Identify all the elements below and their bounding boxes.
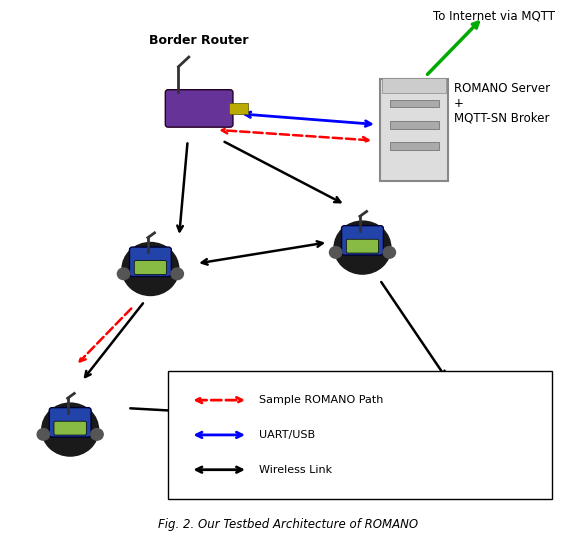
Text: ROMANO Server
+
MQTT-SN Broker: ROMANO Server + MQTT-SN Broker	[454, 82, 550, 125]
FancyBboxPatch shape	[54, 421, 86, 435]
Text: Wireless Link: Wireless Link	[260, 465, 332, 475]
Circle shape	[427, 429, 439, 440]
Circle shape	[37, 429, 50, 440]
Circle shape	[329, 246, 342, 258]
FancyBboxPatch shape	[229, 103, 249, 114]
FancyBboxPatch shape	[390, 100, 439, 108]
Circle shape	[117, 268, 130, 280]
Circle shape	[334, 221, 391, 274]
FancyBboxPatch shape	[165, 90, 233, 127]
Text: Sample ROMANO Path: Sample ROMANO Path	[260, 395, 384, 405]
Text: UART/USB: UART/USB	[260, 430, 316, 440]
Circle shape	[91, 429, 103, 440]
Circle shape	[432, 403, 488, 456]
FancyBboxPatch shape	[134, 260, 166, 274]
FancyBboxPatch shape	[49, 408, 91, 437]
FancyBboxPatch shape	[390, 143, 439, 150]
FancyBboxPatch shape	[390, 121, 439, 129]
FancyBboxPatch shape	[444, 421, 476, 435]
Text: To Internet via MQTT: To Internet via MQTT	[434, 10, 555, 23]
Text: Border Router: Border Router	[149, 34, 249, 47]
Text: Fig. 2. Our Testbed Architecture of ROMANO: Fig. 2. Our Testbed Architecture of ROMA…	[158, 518, 418, 531]
FancyBboxPatch shape	[129, 247, 171, 277]
FancyBboxPatch shape	[439, 408, 481, 437]
Circle shape	[42, 403, 98, 456]
FancyBboxPatch shape	[380, 79, 449, 181]
FancyBboxPatch shape	[382, 79, 446, 93]
Circle shape	[383, 246, 395, 258]
FancyBboxPatch shape	[342, 225, 383, 255]
Circle shape	[171, 268, 183, 280]
Circle shape	[122, 243, 179, 295]
Circle shape	[480, 429, 493, 440]
FancyBboxPatch shape	[346, 239, 379, 253]
FancyBboxPatch shape	[168, 371, 551, 499]
